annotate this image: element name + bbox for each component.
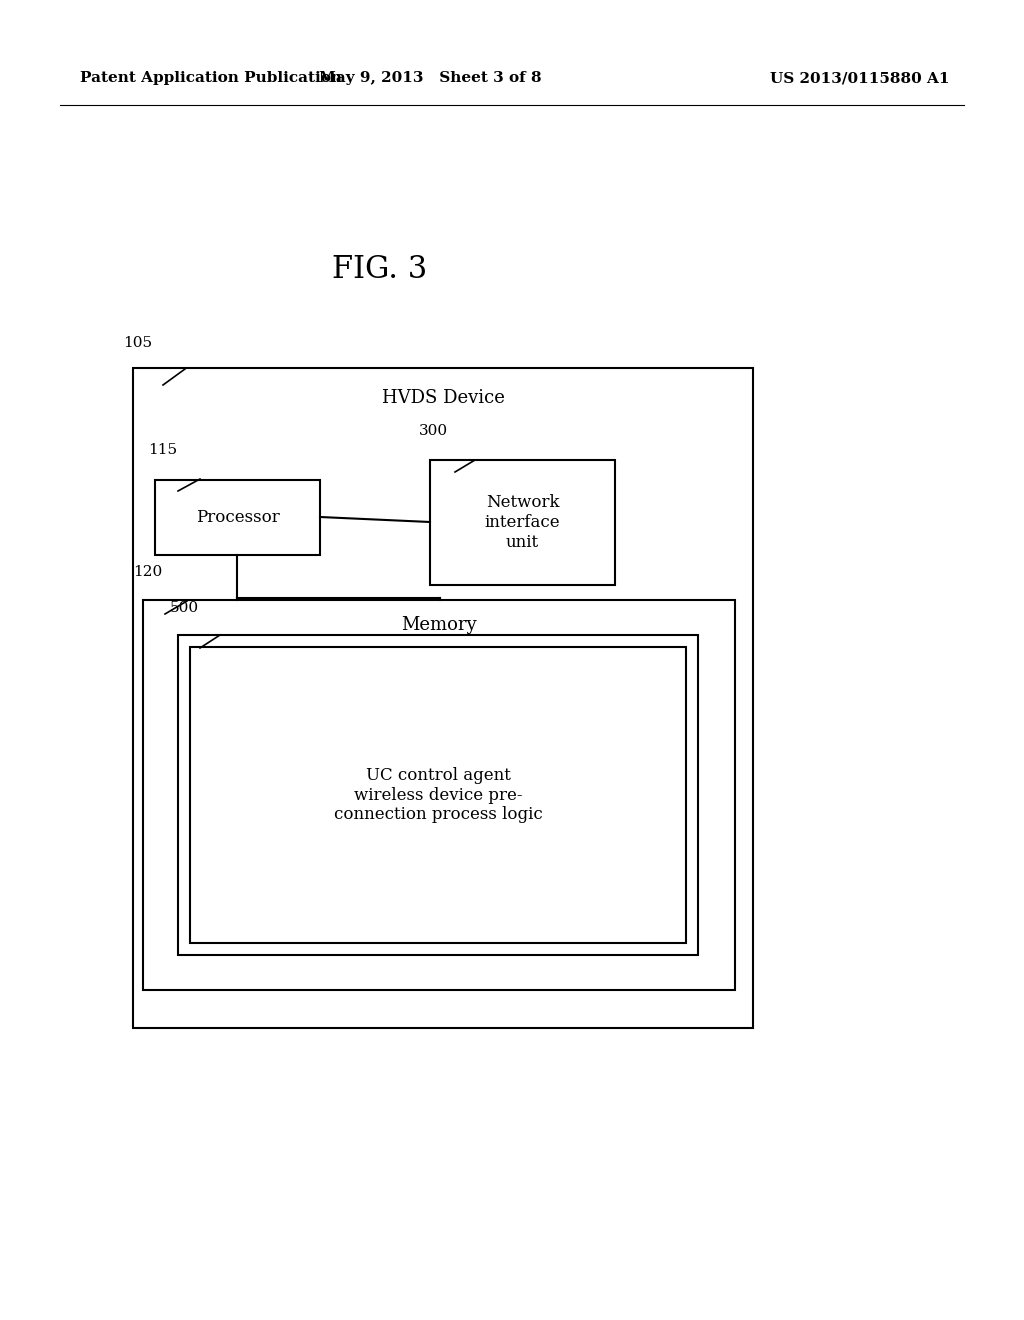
Text: US 2013/0115880 A1: US 2013/0115880 A1 xyxy=(770,71,950,84)
Bar xyxy=(133,368,753,1028)
Text: 115: 115 xyxy=(148,444,177,457)
Bar xyxy=(178,635,698,954)
Text: 300: 300 xyxy=(419,424,449,438)
Text: Patent Application Publication: Patent Application Publication xyxy=(80,71,342,84)
Text: Network
interface
unit: Network interface unit xyxy=(484,495,560,550)
Bar xyxy=(143,601,735,990)
Text: UC control agent
wireless device pre-
connection process logic: UC control agent wireless device pre- co… xyxy=(334,767,543,824)
Text: HVDS Device: HVDS Device xyxy=(382,389,505,407)
Bar xyxy=(430,459,615,585)
Text: Memory: Memory xyxy=(401,616,477,634)
Text: FIG. 3: FIG. 3 xyxy=(333,255,428,285)
Bar xyxy=(190,647,686,942)
Text: 105: 105 xyxy=(123,337,153,350)
Text: May 9, 2013   Sheet 3 of 8: May 9, 2013 Sheet 3 of 8 xyxy=(318,71,542,84)
Text: Processor: Processor xyxy=(196,510,280,525)
Text: 500: 500 xyxy=(170,601,199,615)
Text: 120: 120 xyxy=(133,565,162,579)
Bar xyxy=(155,480,319,554)
